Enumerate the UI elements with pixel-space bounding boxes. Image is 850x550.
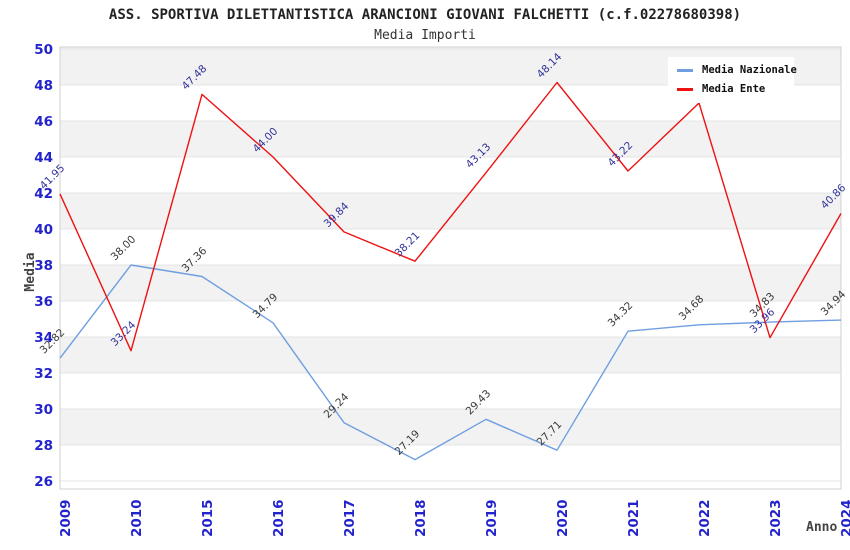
- y-axis-title: Media: [23, 252, 38, 291]
- grid-band: [60, 337, 841, 373]
- x-tick-label: 2022: [697, 499, 713, 537]
- point-label: 34.32: [606, 300, 636, 330]
- y-tick-label: 32: [34, 366, 53, 382]
- y-tick-label: 30: [34, 402, 53, 418]
- legend-label-media-ente: Media Ente: [702, 83, 766, 95]
- chart-subtitle: Media Importi: [374, 28, 476, 43]
- y-tick-label: 28: [34, 438, 53, 454]
- x-tick-label: 2024: [839, 499, 850, 537]
- x-tick-label: 2016: [271, 499, 287, 537]
- x-tick-label: 2009: [58, 499, 74, 537]
- grid-band: [60, 193, 841, 229]
- point-label: 38.21: [393, 230, 423, 260]
- x-axis-title: Anno: [806, 520, 837, 535]
- media-ente-line-swatch: [677, 87, 693, 91]
- x-tick-label: 2020: [555, 499, 571, 537]
- point-label: 38.00: [109, 233, 139, 263]
- y-tick-label: 36: [34, 294, 53, 310]
- y-tick-label: 38: [34, 258, 53, 274]
- grid-band: [60, 265, 841, 301]
- x-tick-label: 2021: [626, 499, 642, 537]
- x-tick-label: 2017: [342, 499, 358, 537]
- x-tick-label: 2019: [484, 499, 500, 537]
- y-tick-label: 50: [34, 42, 53, 58]
- x-tick-label: 2010: [129, 499, 145, 537]
- y-tick-label: 46: [34, 114, 53, 130]
- chart-title: ASS. SPORTIVA DILETTANTISTICA ARANCIONI …: [108, 7, 742, 23]
- series-line-media-nazionale: [59, 264, 842, 461]
- series-line-media-ente: [59, 81, 842, 352]
- x-tick-label: 2018: [413, 499, 429, 537]
- legend-item-media-ente: Media Ente: [677, 83, 788, 95]
- grid-band: [60, 121, 841, 157]
- legend: Media Nazionale Media Ente: [668, 57, 797, 103]
- y-tick-label: 42: [34, 186, 53, 202]
- y-tick-label: 34: [34, 330, 53, 346]
- media-nazionale-line-swatch: [677, 68, 693, 72]
- x-tick-label: 2015: [200, 499, 216, 537]
- x-tick-label: 2023: [768, 499, 784, 537]
- plot-frame: [59, 46, 842, 490]
- y-tick-label: 44: [34, 150, 53, 166]
- legend-label-media-nazionale: Media Nazionale: [702, 64, 797, 76]
- y-tick-label: 48: [34, 78, 53, 94]
- legend-item-media-nazionale: Media Nazionale: [677, 64, 797, 76]
- y-tick-label: 26: [34, 474, 53, 490]
- y-tick-label: 40: [34, 222, 53, 238]
